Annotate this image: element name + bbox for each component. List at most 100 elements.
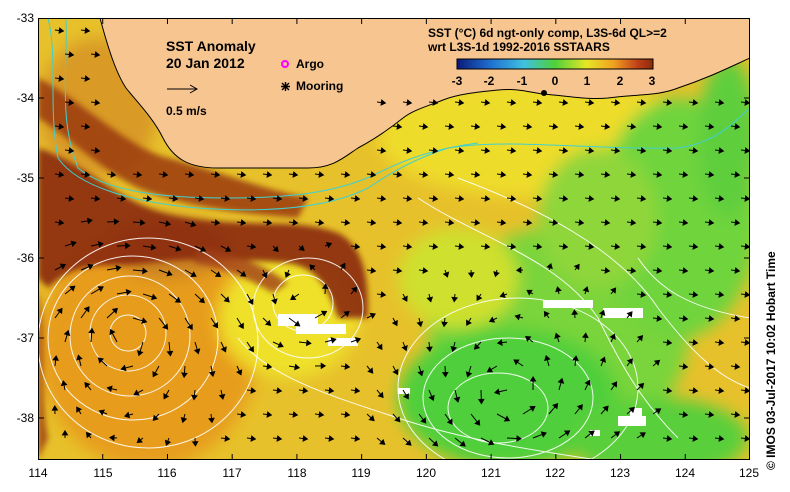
velocity-arrowhead: [526, 171, 533, 178]
velocity-arrowhead: [614, 99, 621, 106]
velocity-arrowhead: [611, 381, 618, 388]
velocity-arrowhead: [162, 323, 169, 330]
velocity-arrowhead: [484, 99, 491, 106]
velocity-arrowhead: [503, 415, 511, 422]
velocity-arrowhead: [392, 368, 399, 376]
velocity-arrowhead: [320, 310, 328, 317]
velocity-arrowhead: [180, 417, 188, 424]
velocity-arrowhead: [97, 286, 104, 293]
velocity-arrowhead: [526, 289, 533, 296]
velocity-arrowhead: [344, 363, 351, 370]
velocity-arrowhead: [473, 343, 481, 350]
velocity-arrowhead: [598, 309, 606, 316]
argo-marker-icon: [281, 60, 289, 68]
velocity-arrowhead: [344, 219, 351, 226]
velocity-arrowhead: [540, 431, 547, 438]
velocity-arrowhead: [58, 171, 65, 178]
velocity-arrowhead: [571, 309, 579, 315]
velocity-arrowhead: [380, 291, 387, 298]
velocity-arrowhead: [376, 343, 383, 351]
velocity-arrowhead: [458, 99, 465, 106]
velocity-arrowhead: [637, 382, 645, 390]
velocity-arrowhead: [718, 435, 725, 442]
velocity-arrowhead: [578, 123, 585, 130]
velocity-arrowhead: [476, 294, 483, 301]
velocity-arrowhead: [666, 243, 673, 250]
velocity-arrowhead: [442, 271, 450, 278]
velocity-arrowhead: [416, 321, 424, 328]
velocity-arrowhead: [406, 243, 413, 250]
velocity-arrowhead: [212, 322, 219, 329]
velocity-arrowhead: [84, 381, 91, 389]
velocity-arrowhead: [309, 264, 316, 271]
velocity-arrowhead: [396, 219, 403, 226]
velocity-arrowhead: [718, 339, 725, 346]
velocity-arrowhead: [276, 195, 283, 202]
velocity-arrowhead: [546, 262, 553, 270]
velocity-arrowhead: [109, 434, 115, 442]
velocity-arrowhead: [165, 220, 172, 227]
velocity-arrowhead: [136, 350, 144, 357]
velocity-arrowhead: [536, 147, 543, 154]
velocity-arrowhead: [692, 99, 699, 106]
velocity-arrowhead: [630, 219, 637, 226]
velocity-arrowhead: [487, 439, 495, 446]
velocity-arrowhead: [708, 123, 715, 130]
velocity-arrowhead: [734, 171, 741, 178]
scale-arrow-icon: [167, 84, 199, 94]
velocity-arrowhead: [377, 391, 384, 399]
velocity-arrowhead: [626, 311, 633, 318]
velocity-arrowhead: [526, 219, 533, 226]
velocity-arrowhead: [626, 358, 633, 365]
velocity-arrowhead: [744, 387, 750, 394]
velocity-arrowhead: [604, 171, 611, 178]
velocity-arrowhead: [426, 296, 434, 303]
velocity-arrowhead: [682, 123, 689, 130]
velocity-arrowhead: [734, 123, 741, 130]
velocity-arrowhead: [656, 219, 663, 226]
velocity-arrowhead: [380, 99, 387, 106]
velocity-arrowhead: [572, 355, 579, 361]
velocity-arrowhead: [139, 219, 146, 226]
velocity-arrowhead: [708, 267, 715, 274]
velocity-arrowhead: [190, 220, 197, 228]
velocity-arrowhead: [224, 245, 232, 252]
velocity-arrowhead: [640, 243, 647, 250]
velocity-arrowhead: [441, 371, 449, 378]
velocity-arrowhead: [318, 411, 325, 418]
velocity-arrowhead: [525, 335, 532, 342]
velocity-arrowhead: [214, 271, 222, 278]
velocity-arrowhead: [718, 195, 725, 202]
velocity-arrowhead: [240, 411, 247, 418]
velocity-arrowhead: [198, 195, 205, 202]
velocity-arrowhead: [515, 266, 522, 274]
velocity-arrowhead: [318, 219, 325, 226]
velocity-arrowhead: [110, 171, 117, 178]
velocity-arrowhead: [614, 195, 621, 202]
velocity-arrowhead: [562, 99, 569, 106]
velocity-arrowhead: [536, 195, 543, 202]
velocity-arrowhead: [220, 346, 227, 353]
velocity-arrowhead: [599, 356, 606, 363]
velocity-arrowhead: [163, 393, 170, 400]
velocity-arrowhead: [86, 217, 93, 225]
velocity-arrowhead: [188, 171, 195, 178]
velocity-arrowhead: [552, 403, 559, 410]
velocity-arrowhead: [351, 286, 358, 293]
velocity-arrowhead: [682, 363, 689, 370]
velocity-arrowhead: [614, 147, 621, 154]
velocity-arrowhead: [484, 243, 491, 250]
velocity-arrowhead: [68, 51, 75, 58]
velocity-arrowhead: [98, 409, 105, 416]
velocity-arrowhead: [563, 430, 571, 437]
velocity-arrowhead: [94, 147, 101, 154]
velocity-arrowhead: [640, 195, 647, 202]
velocity-arrowhead: [529, 406, 536, 412]
velocity-arrowhead: [448, 219, 455, 226]
velocity-arrowhead: [396, 267, 403, 274]
velocity-arrowhead: [302, 435, 309, 442]
velocity-arrowhead: [124, 411, 131, 419]
velocity-arrowhead: [510, 99, 517, 106]
mooring-legend-label: Mooring: [296, 79, 344, 93]
velocity-arrowhead: [582, 286, 590, 293]
